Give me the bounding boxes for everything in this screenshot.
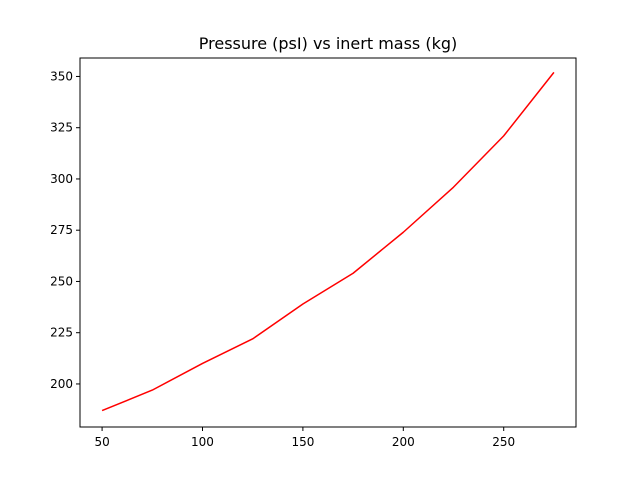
x-tick-label: 250 <box>492 435 515 449</box>
y-tick-label: 325 <box>50 121 73 135</box>
series-layer <box>101 71 555 412</box>
x-tick-label: 200 <box>392 435 415 449</box>
y-tick-label: 300 <box>50 172 73 186</box>
series-line <box>101 71 555 412</box>
x-tick-label: 150 <box>291 435 314 449</box>
y-axis: 200 225 250 275 300 325 350 <box>50 69 80 391</box>
x-axis: 50 100 150 200 250 <box>94 427 515 449</box>
plot-frame <box>79 57 577 428</box>
x-tick-label: 100 <box>191 435 214 449</box>
chart-title: Pressure (psI) vs inert mass (kg) <box>199 34 458 53</box>
y-tick-label: 275 <box>50 223 73 237</box>
y-tick-label: 250 <box>50 274 73 288</box>
y-tick-label: 225 <box>50 326 73 340</box>
x-tick-label: 50 <box>94 435 109 449</box>
y-tick-label: 350 <box>50 69 73 83</box>
y-tick-label: 200 <box>50 377 73 391</box>
